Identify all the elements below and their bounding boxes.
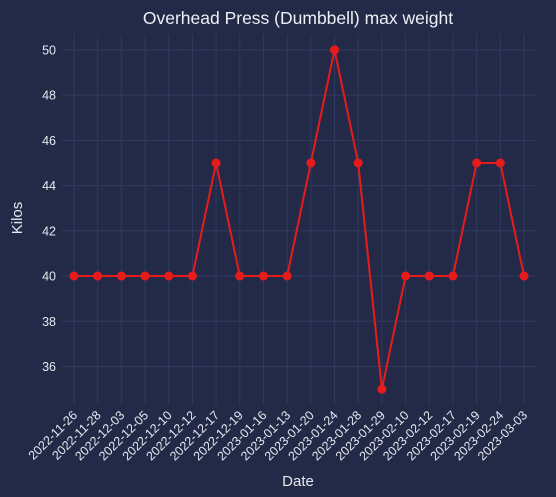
y-axis-ticks: 36 38 40 42 44 46 48 50 [42,43,56,374]
data-point[interactable] [377,384,387,394]
data-point[interactable] [306,158,316,168]
data-point[interactable] [69,271,79,281]
data-point[interactable] [116,271,126,281]
data-point[interactable] [258,271,268,281]
y-tick-label: 46 [42,134,56,148]
y-tick-label: 42 [42,224,56,238]
data-point[interactable] [495,158,505,168]
data-point[interactable] [424,271,434,281]
data-point[interactable] [519,271,529,281]
y-tick-label: 40 [42,270,56,284]
y-tick-label: 44 [42,179,56,193]
data-point[interactable] [140,271,150,281]
data-point[interactable] [401,271,411,281]
data-point[interactable] [93,271,103,281]
data-point[interactable] [235,271,245,281]
x-axis-ticks: 2022-11-262022-11-282022-12-032022-12-05… [26,408,530,463]
y-tick-label: 50 [42,43,56,57]
data-point[interactable] [353,158,363,168]
y-tick-label: 48 [42,89,56,103]
data-point[interactable] [448,271,458,281]
data-point[interactable] [330,45,340,55]
data-point[interactable] [187,271,197,281]
data-point[interactable] [282,271,292,281]
y-tick-label: 38 [42,315,56,329]
y-axis-title: Kilos [9,202,26,235]
grid [62,34,535,405]
x-axis-title: Date [282,473,314,490]
series-line [74,48,525,391]
y-tick-label: 36 [42,360,56,374]
data-point[interactable] [211,158,221,168]
data-point[interactable] [164,271,174,281]
chart-title: Overhead Press (Dumbbell) max weight [143,8,453,28]
series [69,45,529,394]
data-point[interactable] [472,158,482,168]
